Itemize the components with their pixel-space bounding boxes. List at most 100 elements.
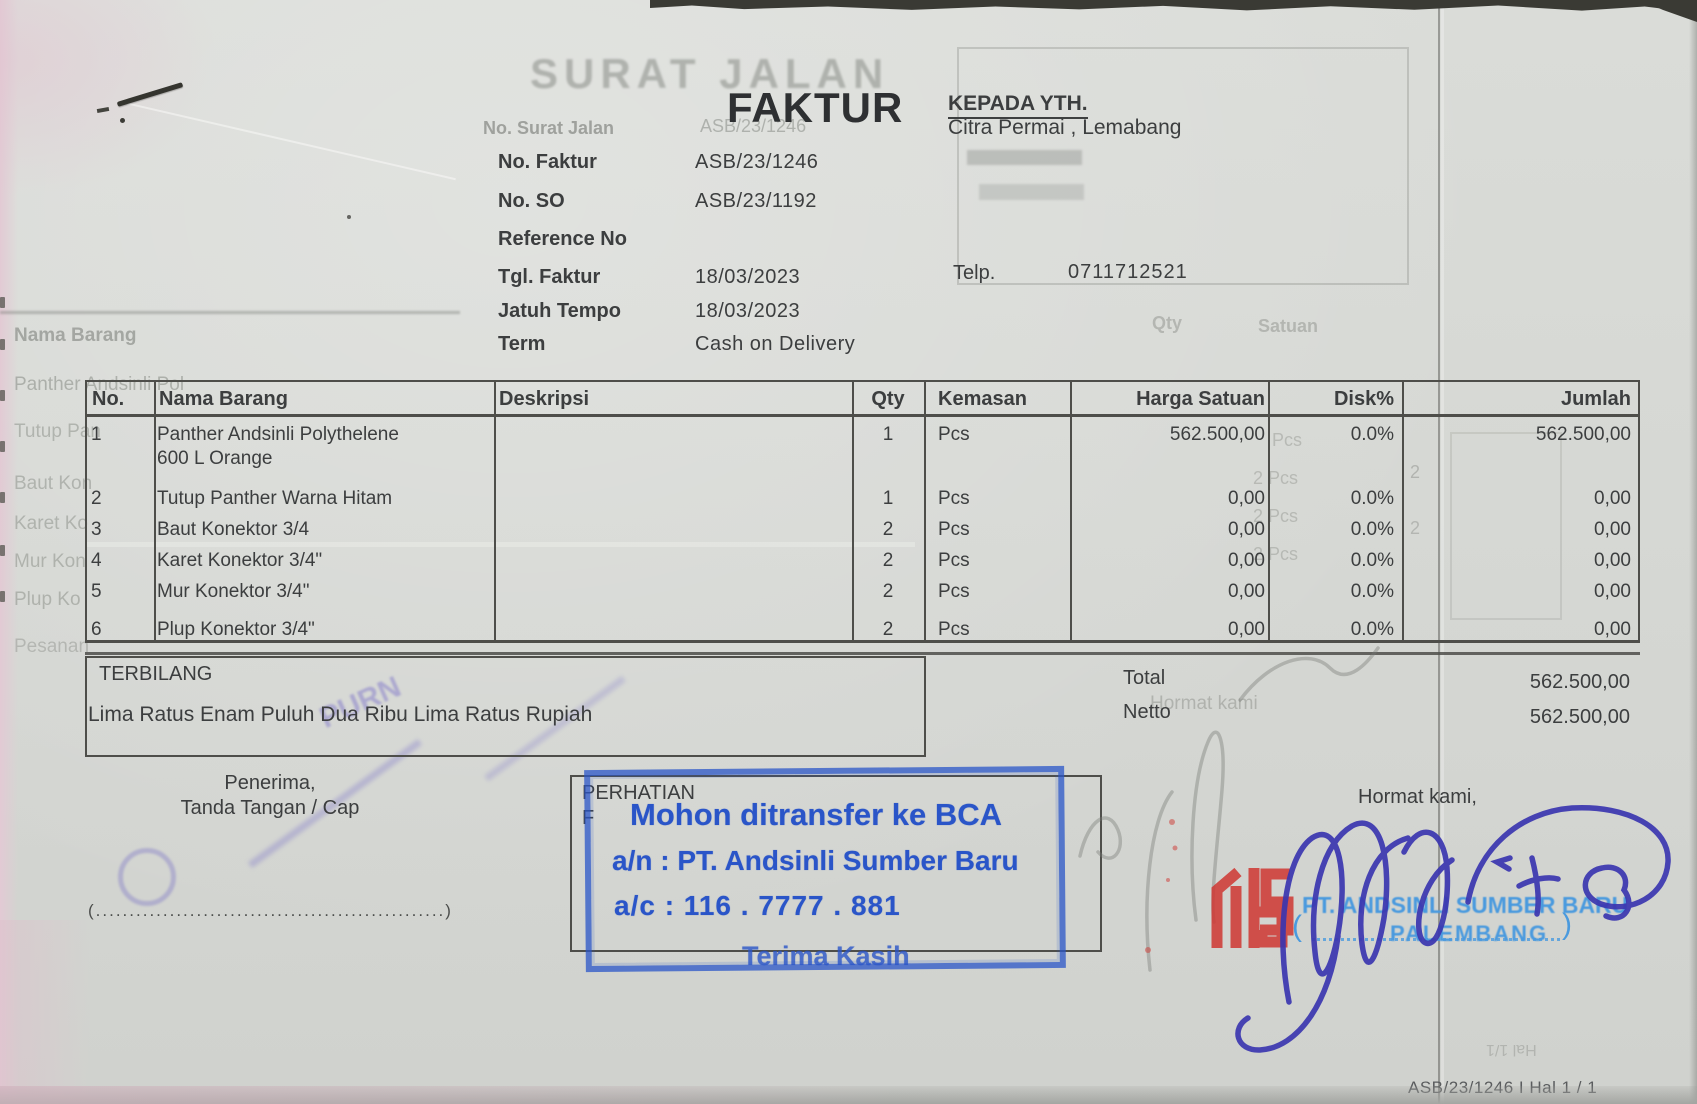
ghost-row-text: Panther Andsinli Pol xyxy=(14,374,185,395)
total-value: 562.500,00 xyxy=(1529,671,1630,693)
ghost-qty-cell: 2 Pcs xyxy=(1253,544,1299,564)
ghost-qty-cell: 2 Pcs xyxy=(1253,468,1299,488)
recipient-name: Citra Permai , Lemabang xyxy=(948,116,1182,139)
ghost-row-text: Baut Kon xyxy=(14,473,93,494)
company-stamp-paren-left: ( xyxy=(1292,910,1302,943)
row-qty: 2 xyxy=(882,550,894,571)
paper-tint-topleft xyxy=(0,0,220,200)
ghost-qty-header: Qty xyxy=(1152,313,1183,333)
netto-label: Netto xyxy=(1123,701,1171,723)
document-title: FAKTUR xyxy=(727,84,904,131)
meta-value-tgl-faktur: 18/03/2023 xyxy=(695,266,801,288)
attention-label: PERHATIAN xyxy=(582,782,695,804)
row-name-line2: 600 L Orange xyxy=(157,448,273,469)
column-divider xyxy=(494,382,496,640)
ghost-row-text: Pesanan xyxy=(14,636,90,657)
ghost-box-bleed xyxy=(1450,432,1562,620)
row-packing: Pcs xyxy=(938,619,970,640)
row-name: Tutup Panther Warna Hitam xyxy=(157,488,393,509)
phone-value: 0711712521 xyxy=(1068,261,1188,283)
row-packing: Pcs xyxy=(938,424,970,445)
column-divider xyxy=(1268,382,1270,640)
column-divider xyxy=(924,382,926,640)
scan-edge-mark xyxy=(0,390,5,401)
scan-edge-mark xyxy=(0,545,5,556)
row-unit-price: 0,00 xyxy=(1228,619,1265,640)
header-divider xyxy=(87,414,1638,417)
total-label: Total xyxy=(1123,667,1166,689)
row-packing: Pcs xyxy=(938,581,970,602)
ghost-row-text: Mur Kon xyxy=(14,551,86,572)
company-stamp-dotted-line xyxy=(1312,938,1560,941)
meta-value-term: Cash on Delivery xyxy=(695,333,856,355)
row-unit-price: 0,00 xyxy=(1228,550,1265,571)
meta-label-no-so: No. SO xyxy=(498,190,565,212)
row-name: Karet Konektor 3/4" xyxy=(157,550,323,571)
row-qty: 2 xyxy=(882,619,894,640)
scan-edge-mark xyxy=(0,492,5,503)
company-logo-stamp xyxy=(1211,867,1294,948)
paper-tint-bottomleft xyxy=(0,920,90,1104)
terbilang-label: TERBILANG xyxy=(99,663,213,685)
company-stamp-paren-right: ) xyxy=(1562,908,1572,941)
ghost-digit: 2 xyxy=(1410,518,1421,538)
row-name: Plup Konektor 3/4" xyxy=(157,619,315,640)
meta-label-tgl-faktur: Tgl. Faktur xyxy=(498,266,601,288)
ghost-page-number-mirrored: Hal 1/1 xyxy=(1486,1041,1537,1058)
ghost-surat-number: ASB/23/1246 xyxy=(700,116,807,136)
ghost-row-text: Tutup Pan xyxy=(14,421,101,442)
col-header-qty: Qty xyxy=(871,388,905,410)
row-disc: 0.0% xyxy=(1350,488,1394,509)
receiver-sublabel: Tanda Tangan / Cap xyxy=(180,797,360,819)
bank-stamp-line1: Mohon ditransfer ke BCA xyxy=(630,797,1003,832)
meta-value-no-faktur: ASB/23/1246 xyxy=(695,151,819,173)
ghost-hormat-kami: Hormat kami xyxy=(1150,693,1258,714)
meta-label-jatuh-tempo: Jatuh Tempo xyxy=(498,300,621,322)
col-header-no: No. xyxy=(92,388,125,410)
ghost-text-smudge xyxy=(967,150,1082,165)
bank-stamp-line2: a/n : PT. Andsinli Sumber Baru xyxy=(612,845,1019,876)
ghost-no-surat-jalan: No. Surat Jalan xyxy=(483,118,615,138)
row-amount: 0,00 xyxy=(1594,519,1631,540)
ghost-digit: 2 xyxy=(1410,462,1421,482)
row-qty: 1 xyxy=(882,488,894,509)
row-no: 1 xyxy=(91,424,102,445)
terbilang-text: Lima Ratus Enam Puluh Dua Ribu Lima Ratu… xyxy=(88,703,593,726)
company-stamp-city: PALEMBANG xyxy=(1390,921,1549,946)
row-unit-price: 562.500,00 xyxy=(1169,424,1265,445)
row-name: Mur Konektor 3/4" xyxy=(157,581,310,602)
row-qty: 2 xyxy=(882,519,894,540)
crease-line xyxy=(85,542,915,547)
row-unit-price: 0,00 xyxy=(1228,519,1265,540)
row-packing: Pcs xyxy=(938,519,970,540)
ghost-qty-cell: Pcs xyxy=(1272,430,1303,450)
meta-value-jatuh-tempo: 18/03/2023 xyxy=(695,300,801,322)
col-header-nama-barang: Nama Barang xyxy=(159,388,288,410)
row-packing: Pcs xyxy=(938,488,970,509)
ghost-qty-cell: 2 Pcs xyxy=(1253,506,1299,526)
col-header-harga-satuan: Harga Satuan xyxy=(1136,388,1265,410)
row-name: Panther Andsinli Polythelene xyxy=(157,424,399,445)
ghost-purple-stamp-ring xyxy=(118,848,176,906)
row-qty: 2 xyxy=(882,581,894,602)
row-name: Baut Konektor 3/4 xyxy=(157,519,310,540)
row-no: 2 xyxy=(91,488,102,509)
row-no: 5 xyxy=(91,581,102,602)
paper-edge-right xyxy=(1689,0,1697,1104)
vertical-fold-highlight xyxy=(1441,0,1444,1104)
scan-edge-mark xyxy=(0,339,5,350)
netto-value: 562.500,00 xyxy=(1529,706,1630,728)
row-no: 6 xyxy=(91,619,102,640)
row-amount: 0,00 xyxy=(1594,619,1631,640)
ghost-surat-jalan-title: SURAT JALAN xyxy=(530,50,890,97)
paper-speck xyxy=(347,215,351,219)
meta-label-no-faktur: No. Faktur xyxy=(498,151,597,173)
column-divider xyxy=(1070,382,1072,640)
row-disc: 0.0% xyxy=(1350,619,1394,640)
row-disc: 0.0% xyxy=(1350,550,1394,571)
attention-box xyxy=(570,775,1102,952)
column-divider xyxy=(1402,382,1404,640)
terbilang-box xyxy=(85,656,926,757)
company-stamp-name: PT. ANDSINLI SUMBER BARU xyxy=(1302,892,1629,918)
